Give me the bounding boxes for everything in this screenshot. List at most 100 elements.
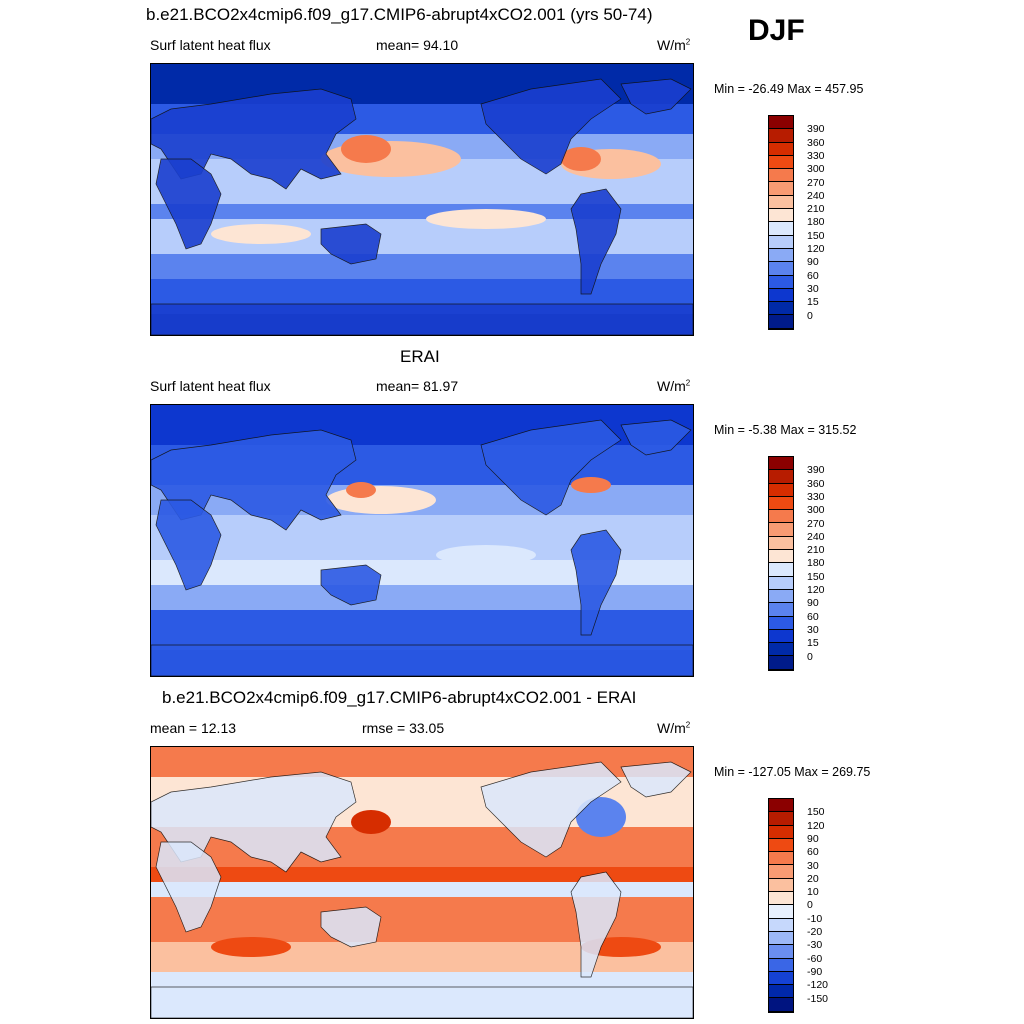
panel3-title: b.e21.BCO2x4cmip6.f09_g17.CMIP6-abrupt4x… (162, 688, 637, 707)
panel1-map (150, 63, 694, 336)
colorbar-label: -10 (807, 912, 823, 925)
colorbar-swatch (769, 838, 793, 853)
colorbar-label: -150 (807, 992, 829, 1005)
panel2-units: W/m2 (657, 378, 691, 394)
colorbar-label: 150 (807, 806, 825, 819)
colorbar-swatch (769, 852, 793, 866)
colorbar-label: 240 (807, 530, 825, 543)
panel3-rmse-label: rmse = 33.05 (362, 720, 445, 736)
colorbar-swatch (769, 550, 793, 564)
colorbar-swatch (769, 262, 793, 276)
panel3-mean-label: mean = 12.13 (150, 720, 237, 736)
colorbar-swatch (769, 169, 793, 183)
colorbar-label: 270 (807, 517, 825, 530)
colorbar-swatch (769, 945, 793, 959)
colorbar-label: 60 (807, 610, 819, 623)
colorbar-label: 330 (807, 490, 825, 503)
colorbar-label: 30 (807, 282, 819, 295)
colorbar-swatch (769, 483, 793, 497)
colorbar-label: 90 (807, 832, 819, 845)
colorbar-swatch (769, 931, 793, 946)
colorbar-swatch (769, 825, 793, 839)
panel1-minmax: Min = -26.49 Max = 457.95 (714, 82, 864, 96)
colorbar-label: 120 (807, 819, 825, 832)
colorbar-label: -20 (807, 926, 823, 938)
colorbar-swatch (769, 656, 793, 670)
colorbar-label: 330 (807, 149, 825, 162)
colorbar-swatch (769, 275, 793, 289)
colorbar-swatch (769, 603, 793, 617)
colorbar-swatch (769, 315, 793, 329)
colorbar-label: -120 (807, 979, 829, 992)
panel2-minmax: Min = -5.38 Max = 315.52 (714, 423, 857, 437)
colorbar-label: 240 (807, 189, 825, 202)
colorbar-swatch (769, 812, 793, 826)
colorbar-label: 60 (807, 269, 819, 282)
colorbar-swatch (769, 195, 793, 210)
colorbar-swatch (769, 865, 793, 879)
colorbar-label: 15 (807, 296, 819, 309)
colorbar-label: 60 (807, 846, 819, 859)
panel1-units: W/m2 (657, 37, 691, 53)
panel1-title: b.e21.BCO2x4cmip6.f09_g17.CMIP6-abrupt4x… (146, 5, 653, 24)
colorbar-swatch (769, 235, 793, 249)
colorbar-swatch (769, 576, 793, 590)
colorbar-label: 180 (807, 216, 825, 229)
panel3-colorbar: 150 120 90 60 30 20 10 0 -10 -20 -30 -60 -90 -120 -150 (768, 798, 828, 1013)
panel2-colorbar: 390 360 330 300 270 240 210 180 150 120 90 60 30 15 0 (768, 456, 825, 671)
colorbar-label: 390 (807, 464, 825, 477)
colorbar-swatch (769, 799, 793, 813)
colorbar-swatch (769, 563, 793, 577)
colorbar-label: -90 (807, 965, 823, 978)
colorbar-swatch (769, 222, 793, 236)
colorbar-label: 90 (807, 256, 819, 269)
colorbar-label: 390 (807, 123, 825, 136)
colorbar-label: 150 (807, 570, 825, 583)
colorbar-swatch (769, 589, 793, 604)
season-label: DJF (748, 14, 805, 47)
colorbar-swatch (769, 536, 793, 551)
colorbar-swatch (769, 643, 793, 657)
colorbar-swatch (769, 182, 793, 196)
colorbar-label: 300 (807, 163, 825, 176)
colorbar-swatch (769, 510, 793, 524)
colorbar-swatch (769, 998, 793, 1012)
colorbar-label: 90 (807, 597, 819, 610)
colorbar-swatch (769, 971, 793, 986)
colorbar-label: 0 (807, 650, 813, 663)
colorbar-swatch (769, 523, 793, 537)
colorbar-swatch (769, 288, 793, 303)
colorbar-label: 210 (807, 544, 825, 557)
colorbar-swatch (769, 958, 793, 972)
colorbar-swatch (769, 142, 793, 156)
panel2-variable-label: Surf latent heat flux (150, 378, 271, 394)
colorbar-swatch (769, 155, 793, 170)
colorbar-label: 120 (807, 584, 825, 596)
colorbar-label: 0 (807, 309, 813, 322)
panel3-map (150, 746, 694, 1019)
colorbar-label: 300 (807, 504, 825, 517)
colorbar-swatch (769, 248, 793, 263)
colorbar-swatch (769, 905, 793, 919)
panel1-colorbar: 390 360 330 300 270 240 210 180 150 120 90 60 30 15 0 (768, 115, 825, 330)
panel2-map (150, 404, 694, 677)
panel3-minmax: Min = -127.05 Max = 269.75 (714, 765, 871, 779)
colorbar-swatch (769, 302, 793, 316)
colorbar-swatch (769, 629, 793, 644)
colorbar-swatch (769, 918, 793, 932)
colorbar-label: 10 (807, 886, 819, 899)
colorbar-label: 120 (807, 243, 825, 255)
panel2-mean-label: mean= 81.97 (376, 378, 459, 394)
colorbar-swatch (769, 892, 793, 906)
colorbar-label: -30 (807, 939, 823, 952)
colorbar-swatch (769, 116, 793, 130)
colorbar-swatch (769, 878, 793, 893)
colorbar-label: 210 (807, 203, 825, 216)
colorbar-label: 150 (807, 229, 825, 242)
panel1-variable-label: Surf latent heat flux (150, 37, 271, 53)
colorbar-label: 30 (807, 623, 819, 636)
colorbar-swatch (769, 616, 793, 630)
colorbar-label: 270 (807, 176, 825, 189)
colorbar-label: 0 (807, 899, 813, 912)
colorbar-label: 15 (807, 637, 819, 650)
